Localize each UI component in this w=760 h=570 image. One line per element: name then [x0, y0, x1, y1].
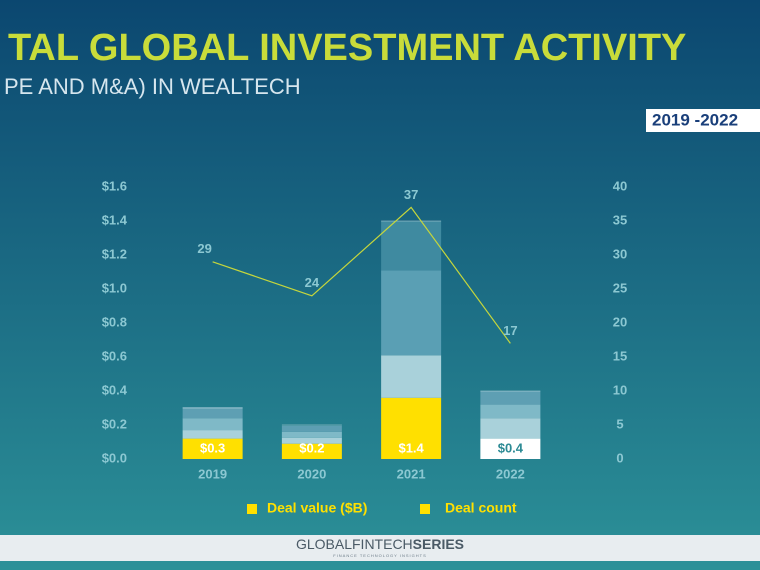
y2-tick-label: 20	[613, 314, 627, 329]
bar-segment	[281, 443, 342, 459]
bar-segment	[281, 437, 342, 444]
y2-tick-label: 10	[613, 382, 627, 397]
bar-segment	[480, 418, 541, 439]
x-tick-label: 2022	[496, 466, 525, 481]
legend-swatch	[420, 504, 430, 514]
data-label: $0.4	[498, 440, 524, 455]
y2-tick-label: 30	[613, 246, 627, 261]
bar-segment	[281, 431, 342, 438]
x-tick-label: 2019	[198, 466, 227, 481]
y-tick-label: $1.2	[102, 246, 127, 261]
footer-brand: GLOBALFINTECHSERIES	[296, 536, 464, 552]
bar-segment	[182, 407, 243, 419]
count-label: 37	[404, 187, 418, 202]
footer-bar	[0, 535, 760, 561]
bar-segment	[381, 221, 442, 271]
y-tick-label: $1.4	[102, 212, 128, 227]
bar-segment	[182, 438, 243, 459]
y2-tick-label: 5	[616, 416, 623, 431]
y2-tick-label: 15	[613, 348, 627, 363]
count-label: 24	[305, 275, 320, 290]
footer-tagline: FINANCE TECHNOLOGY INSIGHTS	[333, 553, 427, 558]
bar-segment	[281, 425, 342, 432]
x-tick-label: 2021	[397, 466, 426, 481]
legend-swatch	[247, 504, 257, 514]
badge: 2019 -2022	[652, 110, 738, 129]
count-label: 29	[197, 241, 211, 256]
bar-segment	[381, 397, 442, 459]
count-line	[212, 206, 511, 344]
y2-tick-label: 25	[613, 280, 627, 295]
legend-label: Deal value ($B)	[267, 500, 367, 516]
data-label: $1.4	[398, 440, 424, 455]
x-tick-label: 2020	[297, 466, 326, 481]
y-tick-label: $1.0	[102, 280, 127, 295]
y2-tick-label: 0	[616, 450, 623, 465]
badge-box	[646, 109, 760, 132]
legend-label: Deal count	[445, 500, 517, 516]
y-tick-label: $0.6	[102, 348, 127, 363]
data-label: $0.2	[299, 440, 324, 455]
chart-title: TAL GLOBAL INVESTMENT ACTIVITY	[8, 27, 686, 69]
bar-segment	[381, 270, 442, 356]
y-tick-label: $1.6	[102, 178, 127, 193]
bar-segment	[480, 391, 541, 405]
y-tick-label: $0.4	[102, 382, 128, 397]
bar-segment	[381, 355, 442, 398]
y2-tick-label: 35	[613, 212, 627, 227]
y-tick-label: $0.8	[102, 314, 127, 329]
chart-subtitle: PE AND M&A) IN WEALTECH	[4, 74, 301, 99]
count-label: 17	[503, 323, 517, 338]
y2-tick-label: 40	[613, 178, 627, 193]
data-label: $0.3	[200, 440, 225, 455]
y-tick-label: $0.2	[102, 416, 127, 431]
bar-segment	[182, 430, 243, 439]
y-tick-label: $0.0	[102, 450, 127, 465]
bar-segment	[480, 438, 541, 459]
bar-segment	[182, 418, 243, 431]
bar-segment	[480, 404, 541, 419]
